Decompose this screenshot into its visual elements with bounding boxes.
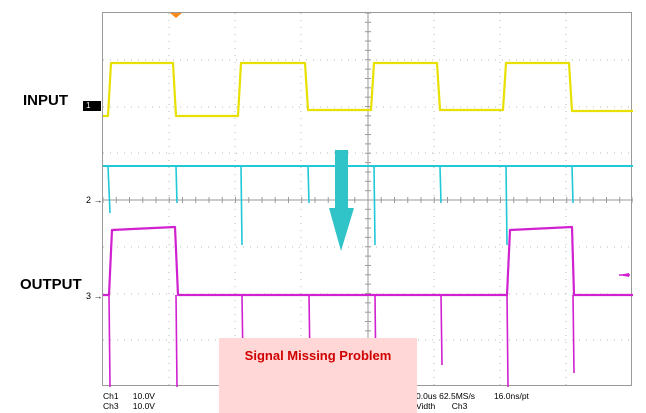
graticule-ticks: [103, 13, 633, 379]
ch2-spikes: [107, 165, 574, 246]
ch2-marker-label: 2: [86, 195, 92, 205]
ch3-marker: 3 →: [86, 291, 103, 301]
trigger-position-marker: [170, 13, 182, 18]
ch1-marker: 1: [83, 101, 101, 111]
down-arrow-icon: [329, 150, 354, 251]
graticule-grid: [103, 13, 633, 387]
waveform-display: [103, 13, 633, 387]
ch2-marker: 2 →: [86, 195, 103, 205]
readout-timebase: 0.0us 62.5MS/s 16.0ns/pt: [416, 391, 529, 401]
ch1-trace: [103, 61, 633, 118]
readout-ch1: Ch1 10.0V: [103, 391, 155, 401]
callout-text: Signal Missing Problem: [244, 348, 392, 363]
ch3-marker-label: 3: [86, 291, 92, 301]
readout-trigger: Vidth Ch3: [416, 401, 468, 411]
output-label: OUTPUT: [20, 276, 82, 293]
input-label: INPUT: [23, 92, 68, 109]
oscilloscope-screen: [102, 12, 633, 387]
signal-missing-callout: Signal Missing Problem: [219, 338, 417, 413]
ch3-trace: [103, 225, 633, 297]
readout-ch3: Ch3 10.0V: [103, 401, 155, 411]
